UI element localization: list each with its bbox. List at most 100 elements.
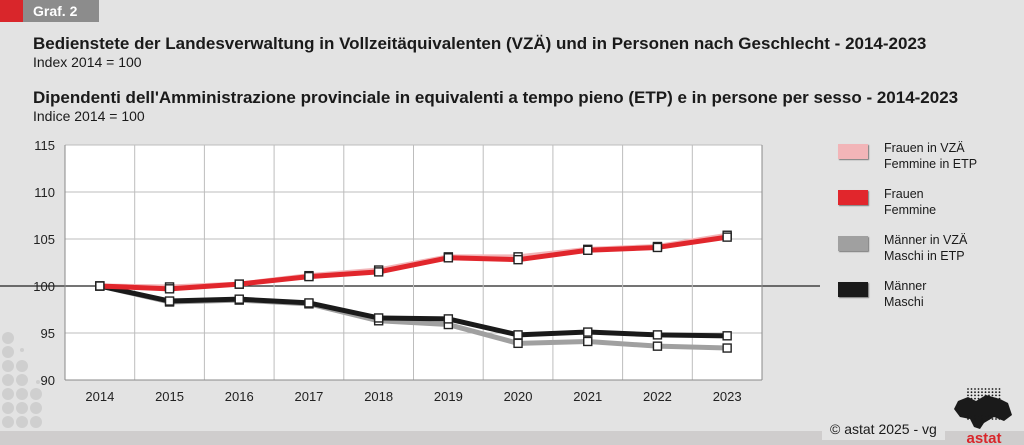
data-point-marker [652, 341, 663, 351]
logo-dot [970, 418, 973, 420]
logo-dot [974, 391, 976, 394]
logo-dot [967, 414, 969, 417]
logo-dot [981, 391, 983, 394]
logo-dot [991, 394, 994, 397]
legend-item-manner-vza: Männer in VZÄ Maschi in ETP [838, 232, 1018, 272]
logo-dot [967, 391, 969, 394]
decorative-dot [2, 416, 14, 428]
logo-dot [988, 391, 990, 394]
copyright: © astat 2025 - vg [822, 418, 945, 440]
logo-dot [984, 397, 987, 400]
logo-dot [981, 418, 983, 420]
logo-dot [988, 394, 990, 397]
legend-label-de: Frauen [884, 187, 924, 201]
logo-dot [974, 388, 976, 390]
logo-dot [995, 418, 997, 420]
logo-dot [998, 388, 1001, 390]
logo-dot [974, 394, 976, 397]
y-tick-label: 115 [34, 138, 55, 153]
series-line-m-nner [99, 283, 728, 339]
x-tick-label: 2017 [294, 389, 323, 404]
logo-dot [984, 394, 987, 397]
logo-dot [988, 418, 990, 420]
data-point-marker [304, 271, 314, 282]
decorative-dot [2, 388, 14, 400]
logo-dot [995, 391, 997, 394]
logo-dot [991, 418, 994, 420]
x-tick-label: 2021 [573, 389, 602, 404]
logo-dot [995, 388, 997, 390]
logo-dot [967, 388, 969, 390]
data-point-marker [95, 281, 105, 291]
logo-dot [984, 388, 987, 390]
title-italian: Dipendenti dell'Amministrazione provinci… [33, 88, 959, 107]
logo-dot [991, 397, 994, 400]
decorative-dot [30, 416, 42, 428]
decorative-dot [2, 374, 14, 386]
logo-dot [998, 394, 1001, 397]
y-tick-label: 100 [33, 279, 55, 294]
data-point-marker [234, 279, 244, 289]
x-tick-label: 2014 [85, 389, 114, 404]
series-lines [99, 232, 728, 351]
data-point-marker [443, 253, 454, 263]
data-point-marker [583, 245, 593, 255]
logo-dot [995, 414, 997, 417]
logo-dot [991, 414, 994, 417]
x-tick-label: 2016 [225, 389, 254, 404]
logo-dot [991, 391, 994, 394]
logo-dot [998, 414, 1001, 417]
x-tick-label: 2019 [434, 389, 463, 404]
decorative-dot [2, 360, 14, 372]
logo-dot [977, 388, 980, 390]
astat-logo-icon: astat [954, 388, 1012, 445]
data-point-marker [304, 298, 314, 308]
x-tick-label: 2023 [713, 389, 742, 404]
graph-tag: Graf. 2 [23, 0, 99, 22]
gridlines [0, 144, 820, 381]
logo-dot [988, 397, 990, 400]
logo-dot [981, 394, 983, 397]
logo-dot [977, 418, 980, 420]
y-tick-label: 95 [41, 326, 55, 341]
data-point-marker [583, 327, 593, 337]
footer-bar [0, 431, 1024, 445]
logo-dot [984, 418, 987, 420]
legend-label-it: Maschi in ETP [884, 249, 965, 263]
series-markers [95, 230, 732, 353]
decorative-dot [16, 374, 28, 386]
decorative-dot [30, 388, 42, 400]
decorative-dot [36, 380, 40, 384]
y-tick-label: 105 [33, 232, 55, 247]
decorative-dot [16, 416, 28, 428]
logo-dot [970, 397, 973, 400]
legend-item-frauen: Frauen Femmine [838, 186, 1018, 226]
legend-swatch [838, 282, 868, 297]
logo-dot [998, 391, 1001, 394]
logo-dot [981, 388, 983, 390]
legend-swatch [838, 236, 868, 251]
y-tick-label: 110 [34, 185, 55, 200]
x-tick-label: 2020 [504, 389, 533, 404]
legend-swatch [838, 144, 868, 159]
logo-dot [970, 391, 973, 394]
logo-dot [995, 394, 997, 397]
series-line-frauen [99, 234, 728, 292]
logo-dot [970, 414, 973, 417]
legend-item-frauen-vza: Frauen in VZÄ Femmine in ETP [838, 140, 1018, 180]
decorative-dot [30, 402, 42, 414]
logo-dot [988, 388, 990, 390]
data-point-marker [722, 232, 732, 242]
x-tick-label: 2018 [364, 389, 393, 404]
data-point-marker [164, 296, 175, 306]
data-point-marker [652, 330, 663, 340]
logo-dot [998, 397, 1001, 400]
logo-dot [974, 418, 976, 420]
legend-label-it: Femmine in ETP [884, 157, 978, 171]
logo-dot [991, 388, 994, 390]
logo-dot [981, 414, 983, 417]
logo-dot [998, 418, 1001, 420]
logo-dot [970, 394, 973, 397]
data-point-marker [722, 343, 732, 353]
data-point-marker [373, 313, 384, 323]
